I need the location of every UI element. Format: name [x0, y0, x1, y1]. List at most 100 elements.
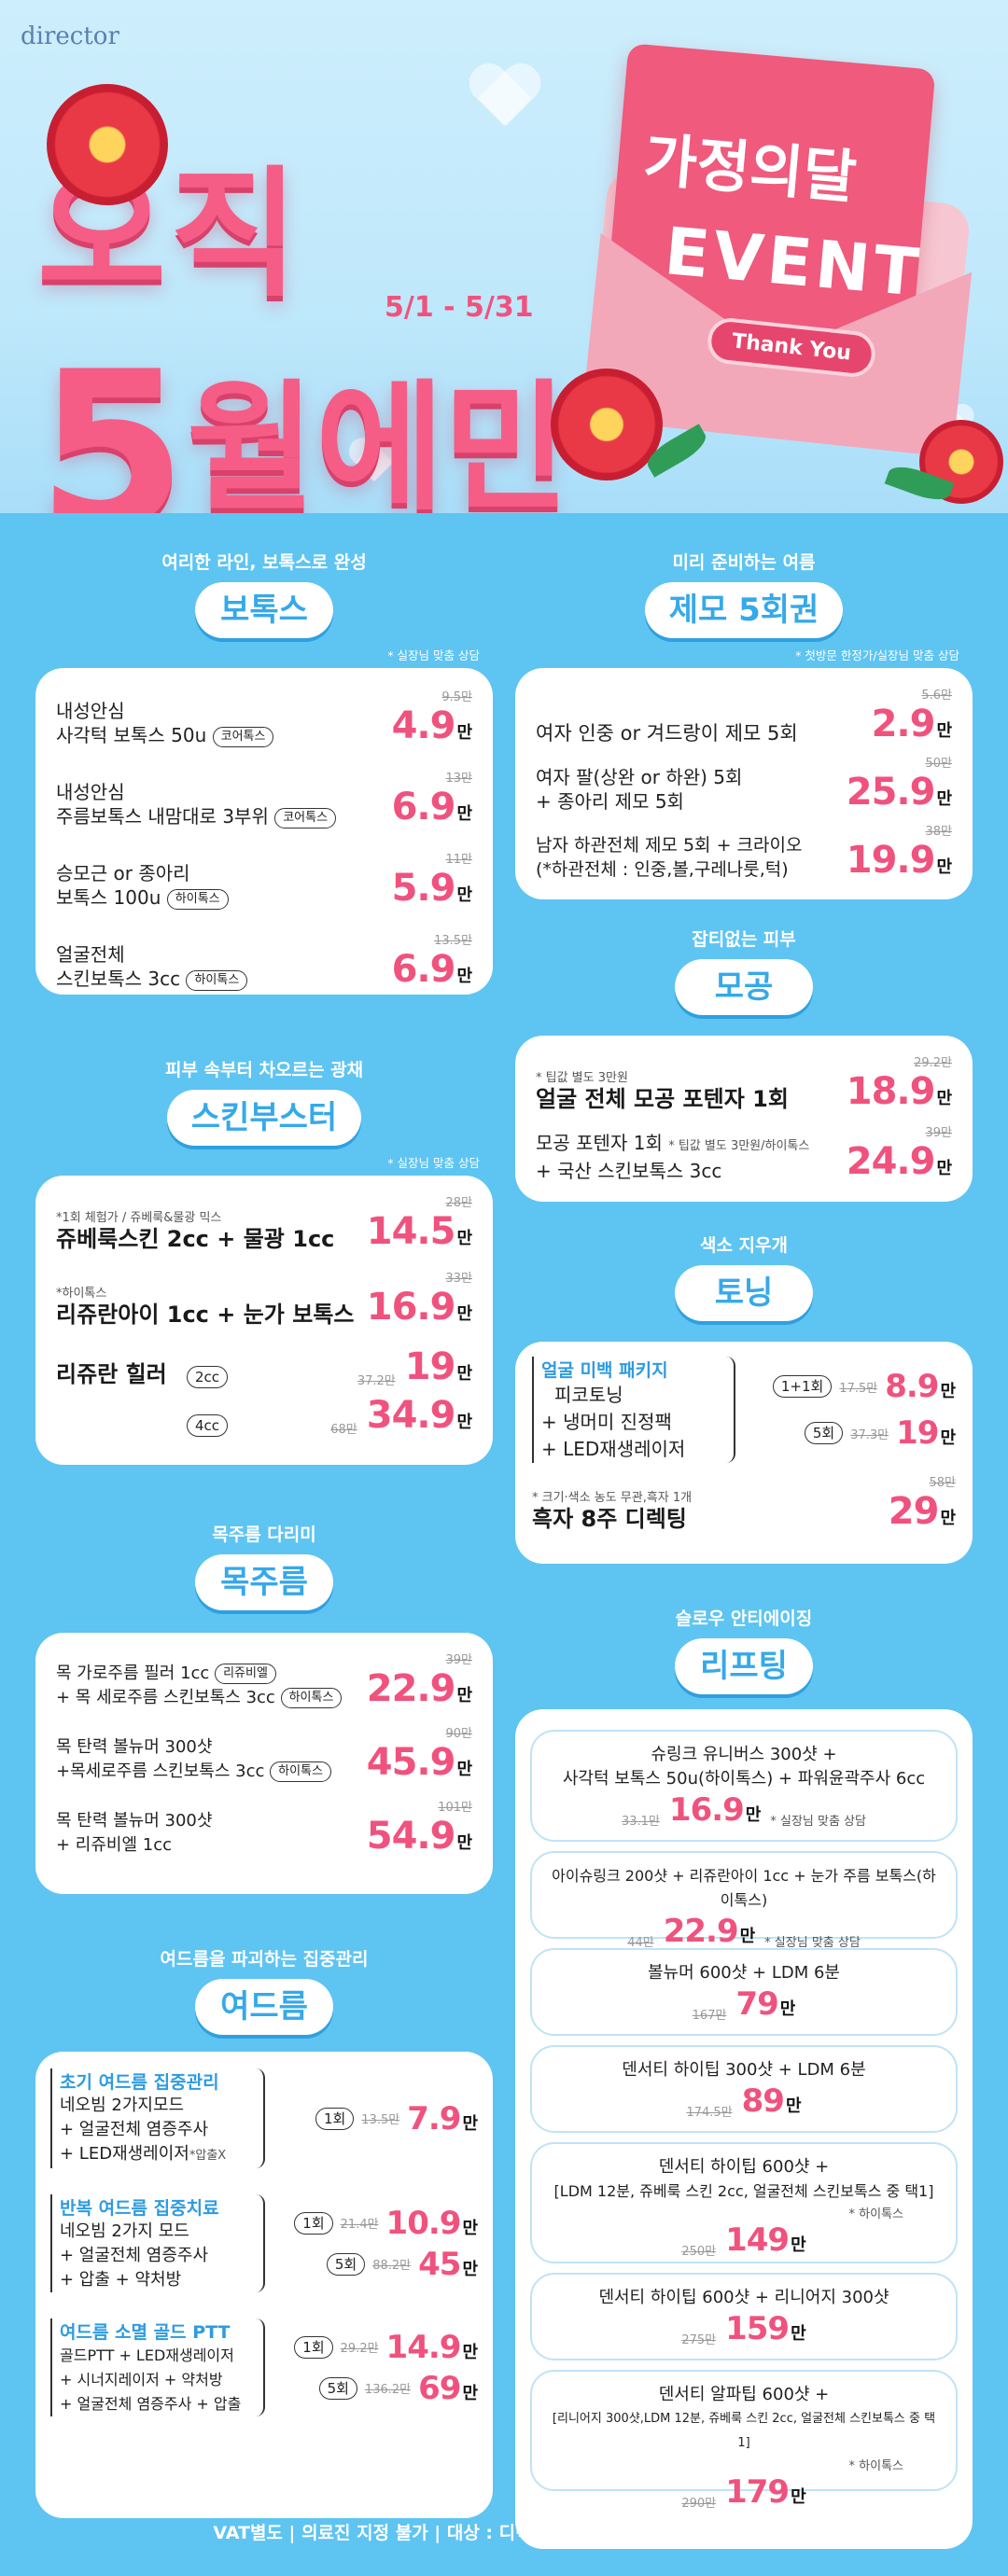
item-line1: 내성안심	[56, 700, 125, 722]
group-line: + 압출 + 약처방	[60, 2270, 182, 2290]
price-unit: 만	[739, 1927, 756, 1946]
list-item: 4cc 68만 34.9 만	[56, 1394, 472, 1437]
item-line1: 슈링크 유니버스 300샷 +	[651, 1745, 837, 1764]
option-count: 1회	[315, 2107, 355, 2130]
original-price: 11만	[445, 853, 472, 867]
item-line2: 사각턱 보톡스 50u	[56, 724, 207, 746]
original-price: 101만	[438, 1801, 472, 1815]
original-price: 33만	[445, 1272, 472, 1286]
item-line2: + 종아리 제모 5회	[536, 790, 684, 813]
brand-tag: 하이톡스	[166, 888, 229, 910]
list-item: 얼굴전체 스킨보톡스 3cc 하이톡스 13.5만 6.9 만	[56, 930, 472, 991]
item-line2: 스킨보톡스 3cc	[56, 968, 181, 990]
section-title-pill: 모공	[675, 959, 813, 1015]
section-title-pill: 목주름	[195, 1554, 333, 1610]
sale-price: 89	[741, 2082, 785, 2120]
item-note: * 실장님 맞춤 상담	[770, 1815, 866, 1829]
item-line1: 아이슈링크 200샷 + 리쥬란아이 1cc + 눈가 주름 보톡스(하이톡스)	[552, 1867, 936, 1909]
item-line1: 여자 팔(상완 or 하완) 5회	[536, 766, 743, 788]
sale-price: 34.9	[366, 1394, 456, 1437]
section-title-pill: 제모 5회권	[644, 582, 844, 638]
sale-price: 5.9	[391, 867, 456, 910]
sale-price: 10.9	[385, 2204, 462, 2242]
sale-price: 179	[725, 2473, 790, 2511]
price-unit: 만	[791, 2487, 806, 2507]
option-tag: 4cc	[187, 1414, 229, 1437]
group-note: *압출X	[189, 2149, 227, 2163]
brand-logo: director	[21, 22, 119, 50]
group-head: 여드름 소멸 골드 PTT	[60, 2322, 231, 2343]
price-unit: 만	[940, 1428, 956, 1448]
sale-price: 19	[896, 1414, 939, 1452]
option-row: 1회 29.2만 14.9 만	[265, 2329, 478, 2366]
package-head: 얼굴 미백 패키지	[541, 1360, 668, 1381]
price-unit: 만	[462, 2113, 478, 2134]
hero-month-number: 5	[37, 327, 188, 513]
price-unit: 만	[456, 1229, 472, 1248]
option-row: 5회 136.2만 69 만	[265, 2370, 478, 2407]
price-unit: 만	[936, 721, 952, 741]
original-price: 90만	[445, 1727, 472, 1741]
package-line: 피코토닝	[554, 1384, 623, 1406]
option-row: 1+1회 17.5만 8.9 만	[735, 1368, 956, 1405]
item-name: 얼굴 전체 모공 포텐자 1회	[536, 1086, 789, 1112]
item-note: *하이톡스	[56, 1287, 107, 1301]
item-line2: 사각턱 보톡스 50u(하이톡스) + 파워윤곽주사 6cc	[562, 1769, 926, 1789]
section-lifting: 슬로우 안티에이징 리프팅 슈링크 유니버스 300샷 + 사각턱 보톡스 50…	[515, 1605, 973, 2549]
list-item: 여자 인중 or 겨드랑이 제모 5회 5.6만 2.9 만	[536, 685, 952, 745]
sale-price: 16.9	[366, 1286, 456, 1329]
event-date-range: 5/1 - 5/31	[385, 291, 534, 324]
original-price: 50만	[925, 757, 952, 771]
sale-price: 6.9	[391, 786, 456, 828]
original-price: 44만	[627, 1936, 654, 1950]
group-line: 네오빔 2가지모드	[60, 2096, 185, 2115]
brand-tag: 리쥬비엘	[215, 1664, 276, 1684]
list-item: 남자 하관전체 제모 5회 + 크라이오 (*하관전체 : 인중,볼,구레나룻,턱…	[536, 821, 952, 882]
option-count: 1+1회	[772, 1375, 833, 1398]
original-price: 13.5만	[434, 934, 472, 948]
section-subtitle: 여드름을 파괴하는 집중관리	[160, 1949, 369, 1970]
lifting-card: 슈링크 유니버스 300샷 + 사각턱 보톡스 50u(하이톡스) + 파워윤곽…	[515, 1709, 973, 2549]
sale-price: 14.5	[366, 1210, 456, 1253]
sale-price: 24.9	[846, 1140, 936, 1183]
group-line: 네오빔 2가지 모드	[60, 2221, 189, 2241]
item-note: *1회 체험가 / 쥬베룩&물광 믹스	[56, 1211, 222, 1225]
original-price: 37.2만	[357, 1374, 396, 1388]
price-unit: 만	[456, 1304, 472, 1324]
toning-card: 얼굴 미백 패키지 피코토닝 + 냉머미 진정팩 + LED재생레이저 1+1회…	[515, 1342, 973, 1564]
option-count: 1회	[294, 2335, 333, 2359]
section-botox: 여리한 라인, 보톡스로 완성 보톡스 * 실장님 맞춤 상담 내성안심 사각턱 …	[35, 549, 493, 995]
option-row: 5회 37.3만 19 만	[735, 1414, 956, 1452]
original-price: 17.5만	[839, 1381, 878, 1396]
original-price: 88.2만	[372, 2259, 412, 2273]
original-price: 28만	[445, 1196, 472, 1210]
sale-price: 159	[725, 2310, 790, 2347]
list-item: 여자 팔(상완 or 하완) 5회 + 종아리 제모 5회 50만 25.9 만	[536, 753, 952, 814]
list-item: 슈링크 유니버스 300샷 + 사각턱 보톡스 50u(하이톡스) + 파워윤곽…	[530, 1730, 958, 1842]
brand-tag: 하이톡스	[186, 969, 248, 991]
sale-price: 22.9	[663, 1913, 739, 1950]
item-line1: 여자 인중 or 겨드랑이 제모 5회	[536, 722, 798, 745]
section-subtitle: 색소 지우개	[699, 1235, 788, 1256]
price-unit: 만	[791, 2324, 806, 2344]
section-title-pill: 보톡스	[195, 582, 333, 638]
section-title-pill: 여드름	[195, 1979, 333, 2035]
list-item: 볼뉴머 600샷 + LDM 6분 167만 79 만	[530, 1948, 958, 2036]
brand-tag: 하이톡스	[270, 1761, 331, 1782]
option-tag: 2cc	[187, 1366, 229, 1388]
item-line2: 보톡스 100u	[56, 886, 161, 909]
list-item: 모공 포텐자 1회 * 팁값 별도 3만원/하이톡스 + 국산 스킨보톡스 3cc…	[536, 1122, 952, 1183]
brand-tag: 코어톡스	[274, 807, 337, 828]
original-price: 29.2만	[914, 1056, 952, 1070]
pore-card: * 팁값 별도 3만원 얼굴 전체 모공 포텐자 1회 29.2만 18.9 만 모공…	[515, 1036, 973, 1202]
price-unit: 만	[456, 1833, 472, 1853]
item-name: 리쥬란 힐러	[56, 1361, 167, 1387]
heart-decoration-icon	[467, 65, 541, 131]
sale-price: 22.9	[366, 1667, 456, 1710]
item-line2: [리니어지 300샷,LDM 12분, 쥬베룩 스킨 2cc, 얼굴전체 스킨보…	[552, 2412, 936, 2450]
price-unit: 만	[785, 2096, 802, 2116]
section-neck-wrinkle: 목주름 다리미 목주름 목 가로주름 필러 1cc 리쥬비엘 + 목 세로주름 스…	[35, 1521, 493, 1894]
option-count: 5회	[804, 1422, 844, 1444]
price-unit: 만	[462, 2383, 478, 2403]
item-line1: 덴서티 알파팁 600샷 +	[658, 2385, 830, 2404]
